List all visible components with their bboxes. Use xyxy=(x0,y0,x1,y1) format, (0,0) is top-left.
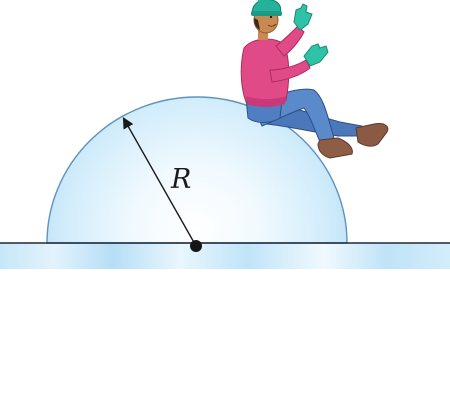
hemisphere-dome xyxy=(46,96,348,244)
sweater xyxy=(240,38,290,106)
center-point xyxy=(190,240,202,252)
hat-icon xyxy=(251,0,282,15)
radius-label: R xyxy=(170,164,191,195)
person-illustration xyxy=(240,0,389,159)
boot-icon xyxy=(317,137,353,159)
radius-arrow xyxy=(122,117,197,247)
glove-icon xyxy=(303,43,329,67)
glove-icon xyxy=(293,3,313,31)
ice-surface xyxy=(0,243,450,269)
boot-icon xyxy=(355,123,389,147)
